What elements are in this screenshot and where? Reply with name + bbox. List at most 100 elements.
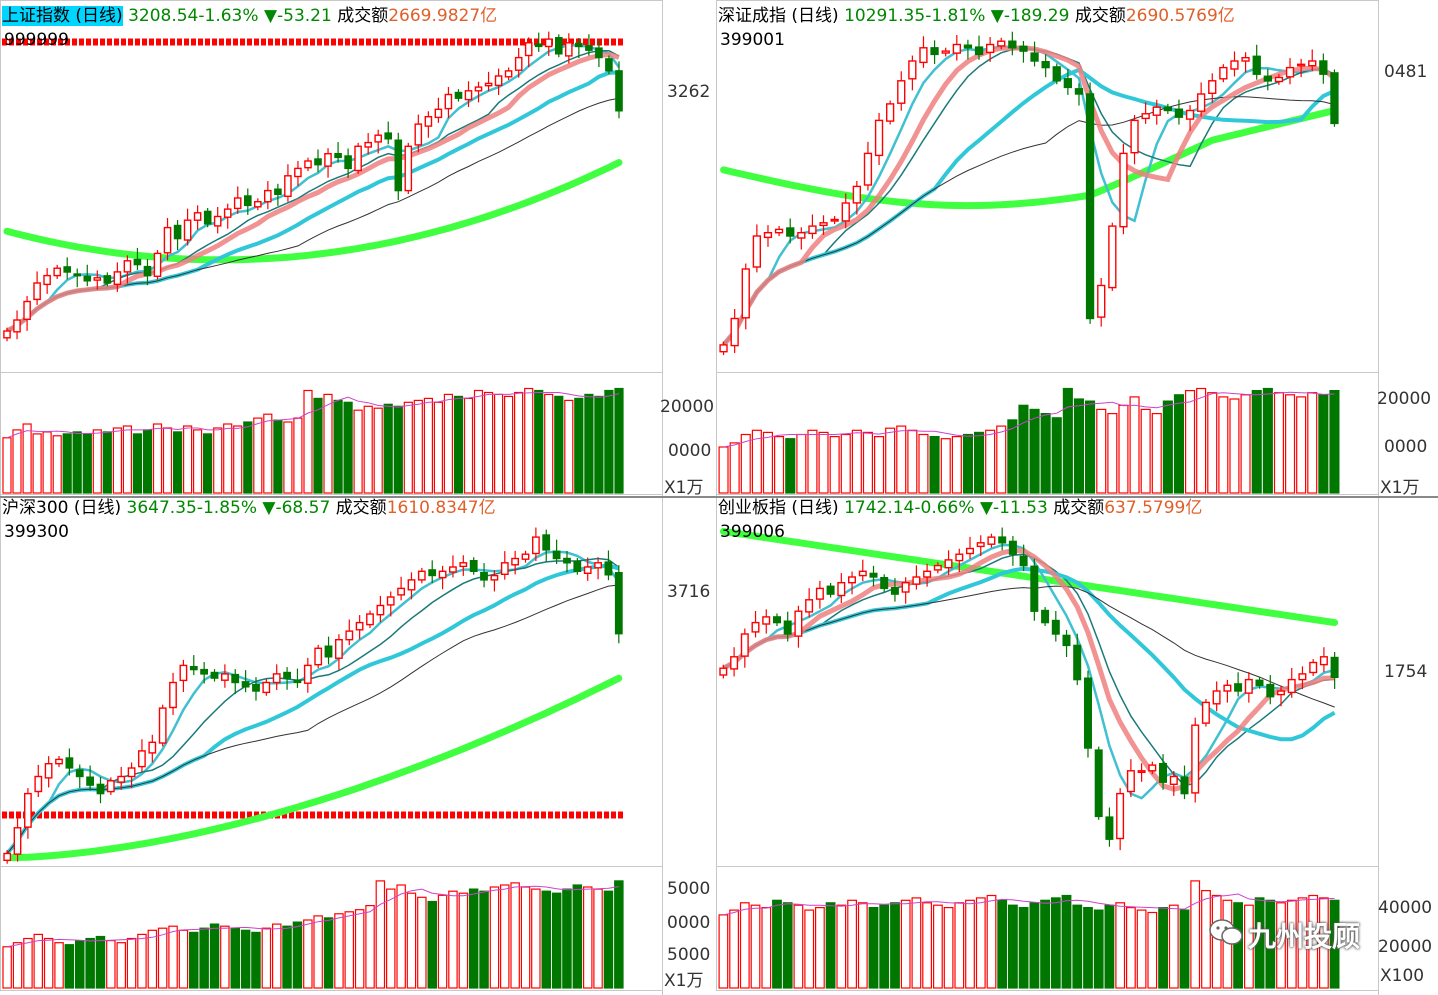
ma10-line (6, 557, 620, 854)
volume-bar (162, 427, 173, 494)
header-shenzhen[interactable]: 深证成指 (日线) 10291.35-1.81% ▼-189.29 成交额269… (718, 6, 1235, 26)
volume-bar (494, 393, 504, 494)
candle-body (774, 228, 784, 234)
volume-bar (243, 421, 253, 494)
volume-bar (282, 925, 292, 989)
volume-bar (1096, 408, 1107, 494)
volume-bar (962, 433, 973, 494)
candle-body (1119, 152, 1128, 228)
candle-body (3, 330, 11, 339)
candle-body (148, 741, 157, 754)
candle-body (243, 195, 252, 207)
volume-bar (334, 913, 344, 989)
candle-body (1169, 775, 1178, 786)
volume-bar (985, 429, 996, 494)
candle-body (386, 596, 395, 606)
candle-body (153, 252, 162, 277)
volume-bar (333, 399, 343, 494)
candle-body (444, 93, 453, 110)
ma-red-line (721, 45, 1336, 347)
volume-bar (1073, 398, 1084, 494)
candle-body (314, 647, 323, 666)
volume-bar (840, 433, 851, 494)
header-shanghai[interactable]: 上证指数 (日线) 3208.54-1.63% ▼-53.21 成交额2669.… (2, 6, 497, 26)
volume-bar (896, 425, 907, 494)
header-csi300[interactable]: 沪深300 (日线) 3647.35-1.85% ▼-68.57 成交额1610… (2, 498, 496, 518)
volume-bar (829, 436, 840, 494)
ma30-line (723, 585, 1335, 708)
volume-bar (344, 911, 355, 989)
candle-body (127, 767, 136, 778)
volume-bar (178, 929, 189, 989)
candle-body (189, 666, 198, 671)
volume-bar (203, 433, 213, 494)
volume-bar (943, 906, 954, 989)
candle-body (595, 47, 603, 59)
volume-bar (604, 389, 614, 494)
volume-bar (427, 900, 438, 989)
volume-bar (22, 423, 32, 494)
volume-bar (293, 417, 303, 494)
volume-bar (2, 946, 12, 989)
volume-bar (1179, 909, 1190, 989)
index-name: 沪深300 (日线) (2, 498, 122, 518)
candle-body (544, 38, 553, 48)
candle-body (1008, 540, 1017, 555)
candle-body (919, 47, 928, 64)
volume-bar (209, 923, 220, 989)
candle-body (1163, 106, 1173, 112)
header-chinext[interactable]: 创业板指 (日线) 1742.14-0.66% ▼-11.53 成交额637.5… (718, 498, 1202, 518)
volume-bar (954, 902, 965, 989)
candle-body (23, 300, 31, 320)
candle-body (500, 562, 509, 575)
candle-body (1063, 78, 1073, 89)
candle-body (143, 265, 152, 277)
volume-bar (373, 407, 383, 494)
volume-bar (1243, 904, 1254, 989)
candle-body (511, 557, 519, 566)
volume-bar (1307, 392, 1318, 494)
volume-bar (223, 423, 233, 494)
candle-body (210, 671, 219, 679)
candle-body (223, 208, 232, 218)
candle-body (869, 572, 878, 578)
volume-bar (23, 937, 33, 989)
volume-bar (614, 387, 624, 494)
candle-body (1201, 701, 1210, 724)
candle-body (1255, 679, 1264, 686)
candle-body (233, 197, 242, 210)
candle-body (1185, 109, 1195, 120)
volume-bar (879, 904, 890, 989)
candle-body (534, 43, 543, 48)
volume-bar (52, 435, 62, 494)
volume-bar (193, 429, 203, 494)
candle-body (474, 86, 483, 92)
volume-bar (1147, 911, 1158, 989)
volume-bar (74, 939, 85, 989)
candle-body (1051, 619, 1060, 635)
candle-body (604, 561, 613, 576)
volume-bar (1061, 894, 1072, 989)
volume-bar (973, 431, 985, 494)
volume-bar (761, 906, 772, 989)
candle-body (826, 585, 835, 595)
volume-bar (132, 433, 142, 494)
candle-body (901, 582, 910, 593)
candle-body (565, 42, 573, 57)
candle-body (615, 70, 623, 112)
volume-bar (718, 446, 729, 494)
volume-bar (885, 427, 896, 494)
volume-bar (112, 427, 123, 494)
candle-body (73, 273, 81, 277)
candle-body (1330, 72, 1339, 125)
volume-ma-line (723, 391, 1335, 448)
candle-body (103, 275, 112, 284)
candle-body (1074, 88, 1084, 95)
candle-body (1309, 661, 1318, 674)
volume-bar (1184, 390, 1196, 494)
volume-bar (603, 890, 614, 989)
candle-body (976, 542, 985, 548)
ma-long-term-line (3, 159, 623, 264)
volume-tick-label: 5000 (667, 879, 711, 899)
candle-body (334, 152, 342, 159)
